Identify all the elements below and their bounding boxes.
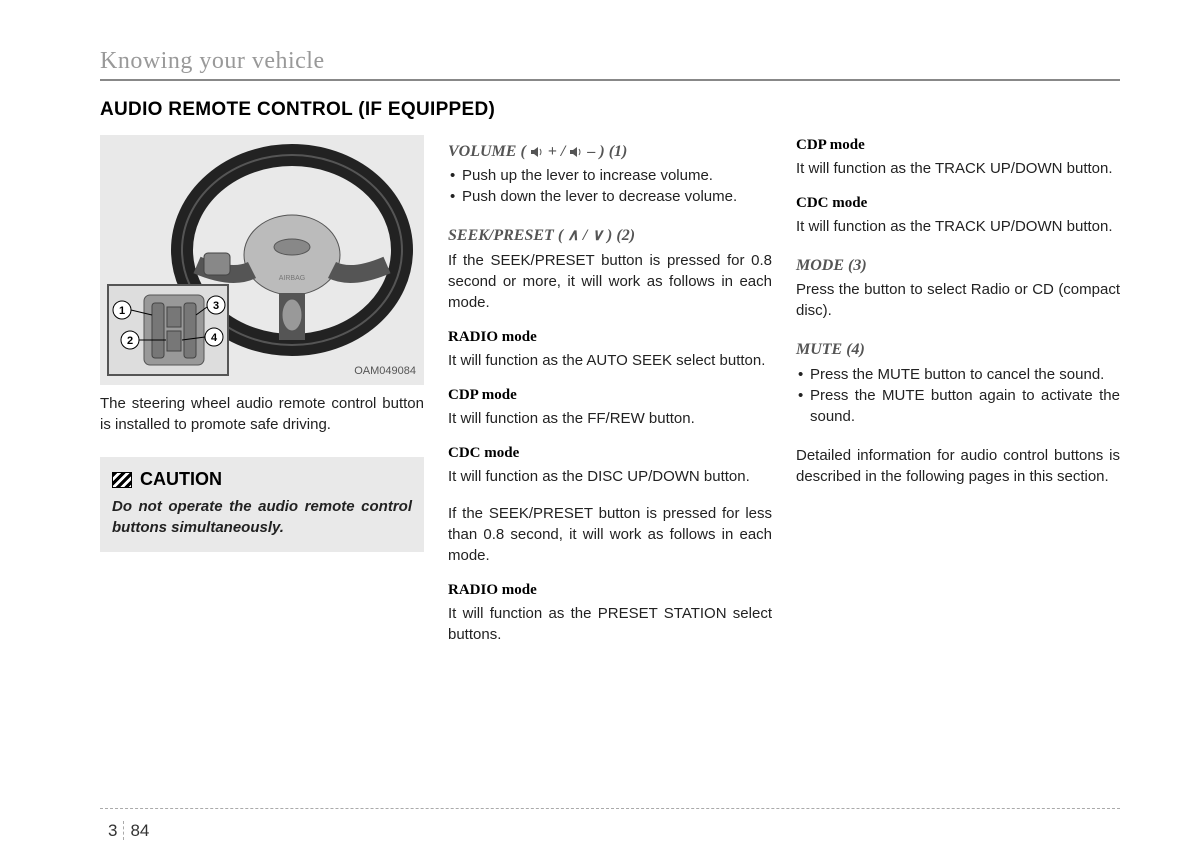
cdc3-h: CDC mode xyxy=(796,193,1120,214)
svg-text:3: 3 xyxy=(213,300,219,312)
txt: ) (1) xyxy=(599,141,627,163)
list-item: Push up the lever to increase volume. xyxy=(448,165,772,186)
mode-heading: MODE (3) xyxy=(796,255,1120,277)
svg-text:1: 1 xyxy=(119,305,125,317)
list-item: Press the MUTE button again to activate … xyxy=(796,385,1120,427)
seek-heading: SEEK/PRESET ( ∧ / ∨ ) (2) xyxy=(448,225,772,247)
section-header: Knowing your vehicle xyxy=(100,48,1120,81)
column-2: VOLUME ( + / – ) (1) Push up the lever t… xyxy=(448,135,772,645)
radio-mode-p: It will function as the AUTO SEEK select… xyxy=(448,350,772,371)
chapter-num: 3 xyxy=(108,821,124,840)
radio-mode-h: RADIO mode xyxy=(448,327,772,348)
list-item: Push down the lever to decrease volume. xyxy=(448,186,772,207)
caution-stripe-icon xyxy=(112,472,132,488)
volume-heading: VOLUME ( + / – ) (1) xyxy=(448,141,772,163)
page-num: 84 xyxy=(130,821,149,840)
page-title: AUDIO REMOTE CONTROL (IF EQUIPPED) xyxy=(100,99,1120,121)
mode-p: Press the button to select Radio or CD (… xyxy=(796,279,1120,321)
cdc-mode-h: CDC mode xyxy=(448,443,772,464)
column-3: CDP mode It will function as the TRACK U… xyxy=(796,135,1120,645)
detail-p: Detailed information for audio control b… xyxy=(796,445,1120,487)
mute-list: Press the MUTE button to cancel the soun… xyxy=(796,364,1120,427)
txt: – xyxy=(587,141,595,163)
column-1: AIRBAG 1 xyxy=(100,135,424,645)
cdp-mode-p: It will function as the FF/REW button. xyxy=(448,408,772,429)
volume-list: Push up the lever to increase volume. Pu… xyxy=(448,165,772,207)
cdp3-p: It will function as the TRACK UP/DOWN bu… xyxy=(796,158,1120,179)
caution-box: CAUTION Do not operate the audio remote … xyxy=(100,457,424,552)
txt: / xyxy=(583,225,587,247)
seek-intro: If the SEEK/PRESET button is pressed for… xyxy=(448,250,772,313)
svg-text:4: 4 xyxy=(211,332,218,344)
txt: / xyxy=(561,141,565,163)
svg-text:AIRBAG: AIRBAG xyxy=(279,275,305,282)
txt: + xyxy=(548,141,557,163)
cdc3-p: It will function as the TRACK UP/DOWN bu… xyxy=(796,216,1120,237)
radio2-mode-h: RADIO mode xyxy=(448,580,772,601)
intro-text: The steering wheel audio remote control … xyxy=(100,393,424,435)
chevron-down-icon: ∨ xyxy=(591,225,603,247)
steering-wheel-svg: AIRBAG 1 xyxy=(100,135,424,385)
cdc-mode-p: It will function as the DISC UP/DOWN but… xyxy=(448,466,772,487)
cdp-mode-h: CDP mode xyxy=(448,385,772,406)
radio2-mode-p: It will function as the PRESET STATION s… xyxy=(448,603,772,645)
speaker-minus-icon xyxy=(569,146,583,158)
page-number: 3 84 xyxy=(108,821,149,841)
seek-short-intro: If the SEEK/PRESET button is pressed for… xyxy=(448,503,772,566)
list-item: Press the MUTE button to cancel the soun… xyxy=(796,364,1120,385)
svg-text:2: 2 xyxy=(127,335,133,347)
txt: VOLUME ( xyxy=(448,141,526,163)
caution-label: CAUTION xyxy=(140,467,222,492)
footer-divider xyxy=(100,808,1120,809)
cdp3-h: CDP mode xyxy=(796,135,1120,156)
txt: ) (2) xyxy=(607,225,635,247)
txt: SEEK/PRESET ( xyxy=(448,225,563,247)
image-reference: OAM049084 xyxy=(354,364,416,379)
steering-wheel-image: AIRBAG 1 xyxy=(100,135,424,385)
mute-heading: MUTE (4) xyxy=(796,339,1120,361)
chevron-up-icon: ∧ xyxy=(567,225,579,247)
speaker-plus-icon xyxy=(530,146,544,158)
columns: AIRBAG 1 xyxy=(100,135,1120,645)
caution-text: Do not operate the audio remote control … xyxy=(112,496,412,538)
